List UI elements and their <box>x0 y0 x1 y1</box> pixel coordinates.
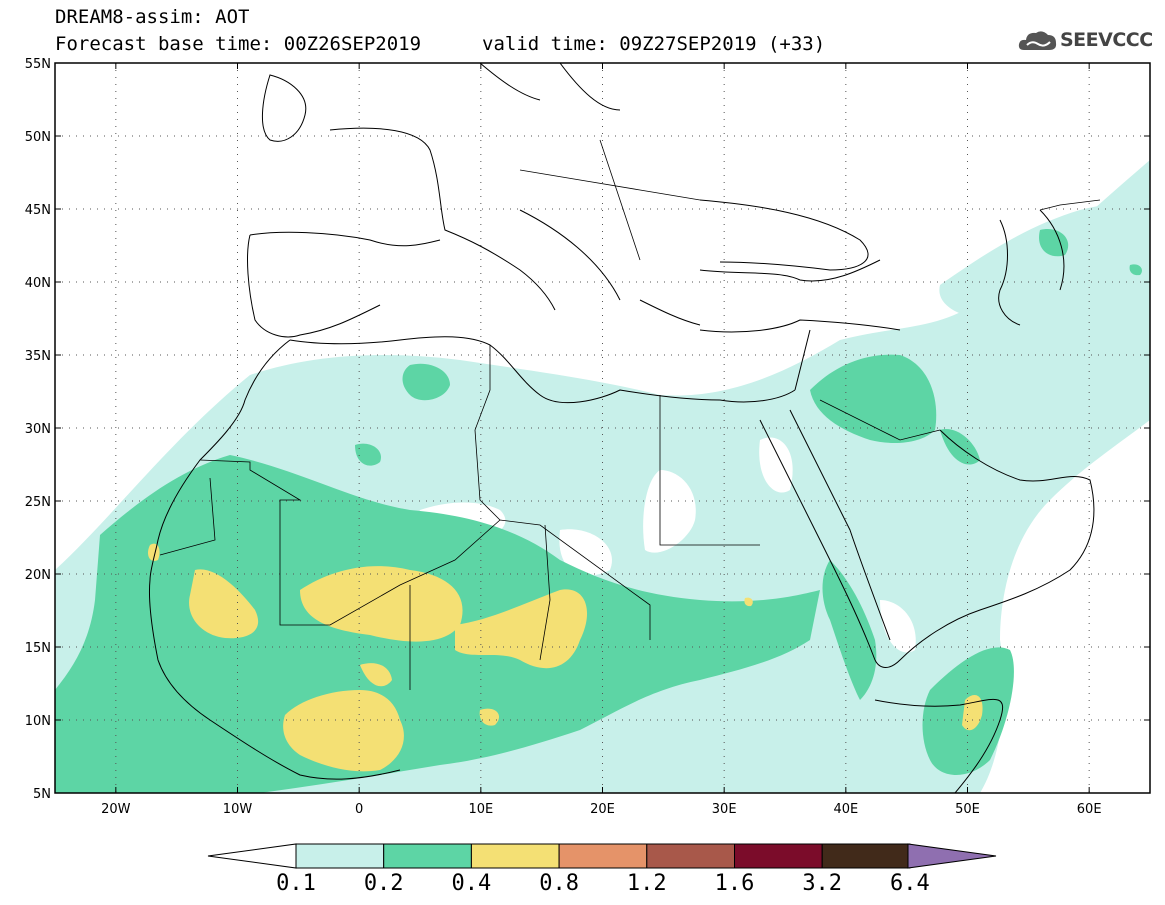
lat-label: 40N <box>25 276 51 291</box>
lat-label: 10N <box>25 714 51 729</box>
colorbar-box <box>646 843 735 869</box>
longitude-labels: 20W 10W 0 10E 20E 30E 40E 50E 60E <box>101 802 1101 817</box>
lon-label: 20W <box>101 802 131 817</box>
colorbar-label: 3.2 <box>802 871 842 896</box>
logo-text: SEEVCCC <box>1060 29 1153 51</box>
axis-ticks <box>55 62 1150 794</box>
colorbar-high-arrow <box>907 843 997 869</box>
lon-label: 50E <box>955 802 980 817</box>
cloud-logo-icon <box>1018 31 1057 50</box>
coastlines <box>149 63 1095 793</box>
lat-label: 50N <box>25 130 51 145</box>
colorbar-label: 0.1 <box>276 871 316 896</box>
map-title: DREAM8-assim: AOT <box>55 6 250 28</box>
colorbar-box <box>470 843 560 869</box>
latitude-labels: 55N 50N 45N 40N 35N 30N 25N 20N 15N 10N 5N <box>25 57 51 802</box>
colorbar-box <box>383 843 472 869</box>
graticule <box>55 63 1150 793</box>
seevccc-logo: SEEVCCC <box>1018 28 1154 54</box>
colorbar-box <box>558 843 648 869</box>
lon-label: 10E <box>468 802 493 817</box>
lat-label: 25N <box>25 495 51 510</box>
lat-label: 20N <box>25 568 51 583</box>
lat-label: 55N <box>25 57 51 72</box>
lon-label: 20E <box>590 802 615 817</box>
lon-label: 30E <box>712 802 737 817</box>
lat-label: 35N <box>25 349 51 364</box>
colorbar-box <box>821 843 911 869</box>
colorbar-label: 0.8 <box>539 871 579 896</box>
colorbar-label: 1.6 <box>715 871 755 896</box>
colorbar-low-arrow <box>207 843 297 869</box>
lat-label: 30N <box>25 422 51 437</box>
colorbar-label: 1.2 <box>627 871 667 896</box>
colorbar-label: 6.4 <box>890 871 930 896</box>
colorbar-box <box>734 843 823 869</box>
country-borders <box>159 139 1101 690</box>
colorbar-box <box>295 843 385 869</box>
lon-label: 40E <box>833 802 858 817</box>
lat-label: 5N <box>33 787 51 802</box>
lat-label: 15N <box>25 641 51 656</box>
valid-time: valid time: 09Z27SEP2019 (+33) <box>482 33 826 55</box>
lat-label: 45N <box>25 203 51 218</box>
lon-label: 60E <box>1077 802 1102 817</box>
colorbar-label: 0.2 <box>364 871 404 896</box>
lon-label: 0 <box>355 802 363 817</box>
forecast-base-time: Forecast base time: 00Z26SEP2019 <box>55 33 422 55</box>
colorbar-label: 0.4 <box>452 871 492 896</box>
colorbar: 0.1 0.2 0.4 0.8 1.2 1.6 3.2 6.4 <box>207 843 997 896</box>
lon-label: 10W <box>223 802 253 817</box>
